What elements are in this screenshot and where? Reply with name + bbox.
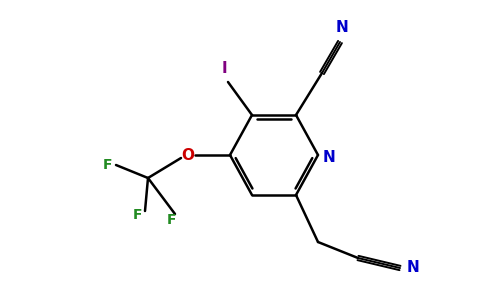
Text: I: I [221,61,227,76]
Text: F: F [133,208,143,222]
Text: N: N [323,149,336,164]
Text: N: N [407,260,420,275]
Text: F: F [103,158,113,172]
Text: F: F [167,213,177,227]
Text: N: N [335,20,348,35]
Text: O: O [182,148,195,163]
